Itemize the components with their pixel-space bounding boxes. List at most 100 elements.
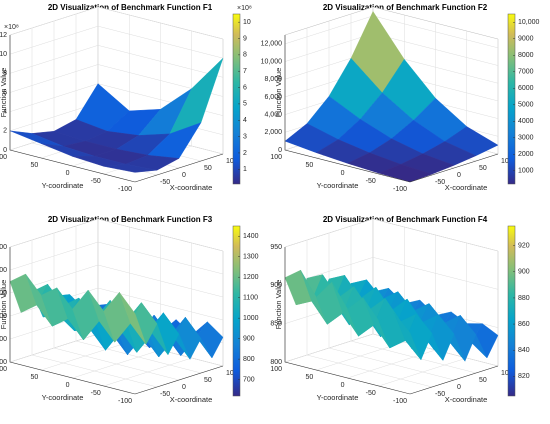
z-tick-label: 950	[270, 244, 282, 251]
y-tick-label: 100	[0, 154, 7, 161]
chart-title: 2D Visualization of Benchmark Function F…	[323, 215, 488, 224]
chart-title: 2D Visualization of Benchmark Function F…	[48, 3, 213, 12]
colorbar-tick-label: 7	[243, 68, 247, 75]
grid-line	[378, 243, 467, 387]
surface-patch	[119, 292, 147, 345]
colorbar-tick-label: 8000	[518, 52, 534, 59]
z-tick-label: 10	[0, 51, 7, 58]
colorbar-tick-label: 1400	[243, 233, 259, 240]
colorbar-tick-label: 880	[518, 295, 530, 302]
colorbar-tick-label: 9	[243, 35, 247, 42]
colorbar-tick-label: 7000	[518, 69, 534, 76]
z-tick-label: 12,000	[261, 41, 283, 48]
y-axis-label: Y-coordinate	[42, 181, 84, 190]
z-tick-label: 1400	[0, 267, 7, 274]
colorbar-tick-label: 1000	[518, 168, 534, 175]
z-tick-label: 8	[3, 70, 7, 77]
colorbar-tick-label: 4000	[518, 118, 534, 125]
x-tick-label: 0	[457, 384, 461, 391]
colorbar-tick-label: 900	[518, 269, 530, 276]
grid-line	[284, 219, 374, 363]
colorbar-tick-label: 1	[243, 166, 247, 173]
colorbar-tick-label: 5	[243, 101, 247, 108]
x-tick-label: 100	[226, 158, 238, 165]
x-tick-label: -50	[435, 391, 445, 398]
colorbar-tick-label: 2000	[518, 151, 534, 158]
y-tick-label: 50	[30, 374, 38, 381]
y-tick-label: 100	[0, 366, 7, 373]
y-tick-label: 50	[30, 162, 38, 169]
axis-line	[9, 247, 224, 395]
x-tick-label: 0	[182, 172, 186, 179]
colorbar-tick-label: 1200	[243, 274, 259, 281]
x-tick-label: 0	[457, 172, 461, 179]
z-tick-label: 4,000	[264, 111, 282, 118]
z-tick-label: 1600	[0, 244, 7, 251]
y-tick-label: 50	[305, 374, 313, 381]
colorbar-tick-label: 10	[243, 19, 251, 26]
x-tick-label: 50	[479, 165, 487, 172]
colorbar-tick-label: 3000	[518, 135, 534, 142]
x-tick-label: -50	[160, 391, 170, 398]
z-axis-label: Function Value	[0, 280, 8, 329]
colorbar-tick-label: 1100	[243, 295, 258, 302]
surface-patch	[394, 313, 422, 360]
y-tick-label: -100	[393, 186, 407, 193]
z-tick-label: 0	[278, 147, 282, 154]
y-tick-label: -50	[366, 178, 376, 185]
colorbar	[232, 225, 241, 397]
colorbar-tick-label: 800	[243, 356, 255, 363]
z-tick-label: 2	[3, 128, 7, 135]
surface-patch	[378, 164, 433, 183]
x-axis-label: X-coordinate	[445, 183, 488, 192]
z-tick-label: 10,000	[261, 58, 283, 65]
y-tick-label: -100	[118, 186, 132, 193]
panel: 2D Visualization of Benchmark Function F…	[0, 3, 252, 193]
colorbar-tick-label: 2	[243, 150, 247, 157]
y-tick-label: 0	[341, 170, 345, 177]
z-tick-label: 12	[0, 32, 7, 39]
colorbar-tick-label: 700	[243, 376, 255, 383]
colorbar-tick-label: 4	[243, 117, 247, 124]
z-axis-label: Function Value	[274, 68, 283, 117]
x-tick-label: -50	[435, 179, 445, 186]
colorbar-tick-label: 900	[243, 335, 255, 342]
y-tick-label: 0	[66, 382, 70, 389]
panel: 2D Visualization of Benchmark Function F…	[270, 215, 529, 405]
colorbar-tick-label: 9000	[518, 36, 534, 43]
y-axis-label: Y-coordinate	[42, 393, 84, 402]
z-tick-label: 800	[0, 336, 7, 343]
colorbar-tick-label: 840	[518, 347, 530, 354]
z-tick-label: 900	[270, 282, 282, 289]
z-tick-label: 1200	[0, 290, 7, 297]
x-tick-label: 0	[182, 384, 186, 391]
axis-line	[284, 247, 499, 395]
y-tick-label: -50	[366, 390, 376, 397]
x-tick-label: -50	[160, 179, 170, 186]
x-tick-label: 50	[479, 377, 487, 384]
z-tick-label: 8,000	[264, 76, 282, 83]
x-tick-label: 100	[501, 158, 513, 165]
axis-line	[9, 35, 224, 183]
colorbar-tick-label: 6	[243, 84, 247, 91]
colorbar-tick-label: 3	[243, 133, 247, 140]
x-tick-label: 50	[204, 165, 212, 172]
y-tick-label: -100	[393, 398, 407, 405]
y-tick-label: 100	[270, 154, 282, 161]
panel: 2D Visualization of Benchmark Function F…	[261, 3, 540, 193]
x-tick-label: 100	[226, 370, 238, 377]
colorbar-tick-label: 860	[518, 321, 530, 328]
y-axis-label: Y-coordinate	[317, 393, 359, 402]
y-tick-label: -50	[91, 390, 101, 397]
y-tick-label: -50	[91, 178, 101, 185]
z-tick-label: 0	[3, 147, 7, 154]
grid-line	[103, 243, 192, 387]
z-tick-label: 4	[3, 109, 7, 116]
colorbar-tick-label: 5000	[518, 102, 534, 109]
x-axis-label: X-coordinate	[170, 183, 213, 192]
colorbar	[232, 13, 241, 185]
grid-line	[316, 227, 405, 371]
chart-title: 2D Visualization of Benchmark Function F…	[323, 3, 488, 12]
z-tick-label: 2,000	[264, 129, 282, 136]
